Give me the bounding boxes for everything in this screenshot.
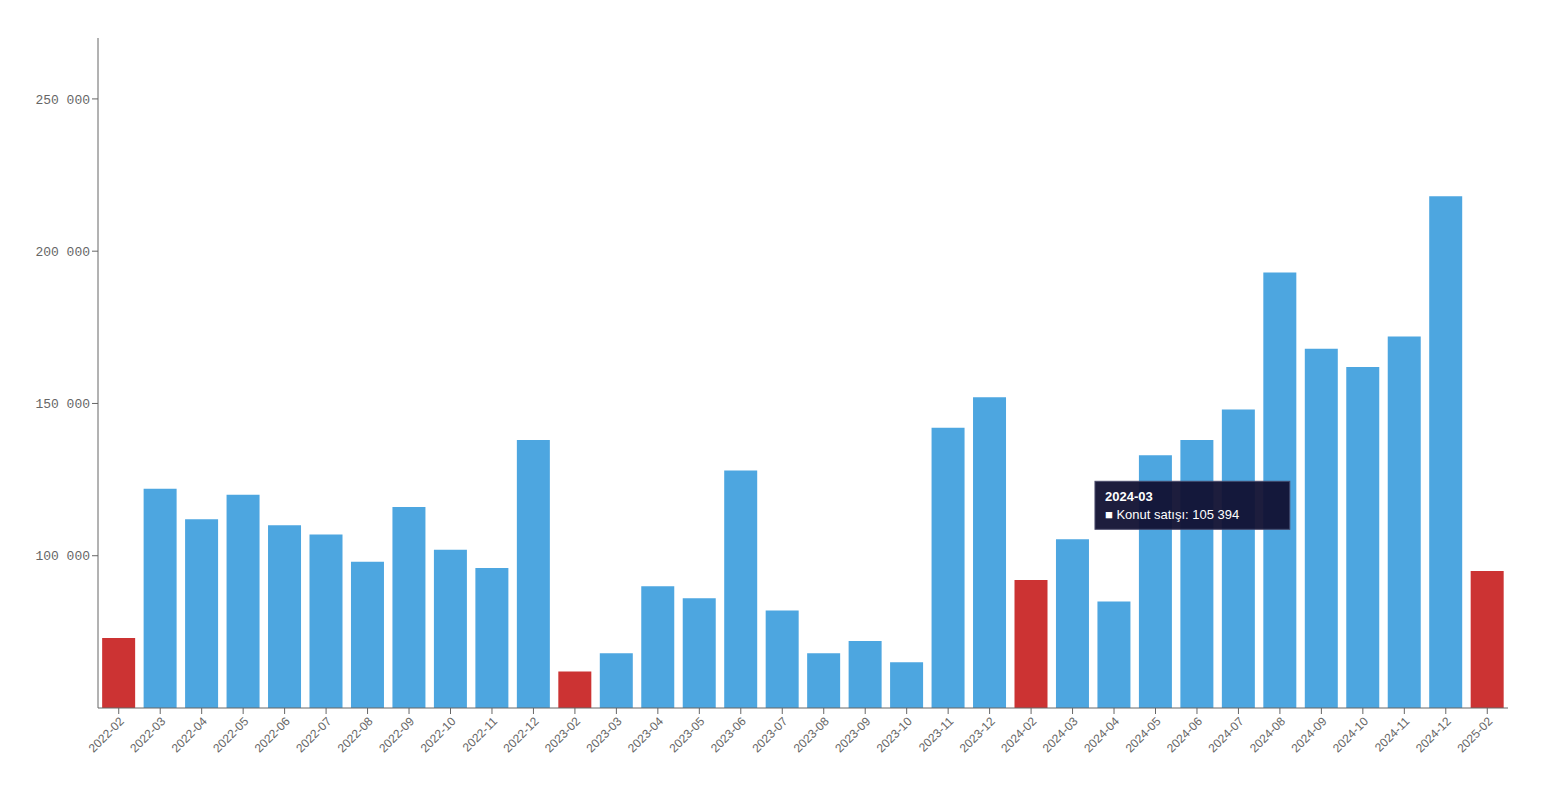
svg-text:2023-06: 2023-06	[708, 714, 749, 755]
svg-text:2022-10: 2022-10	[418, 714, 459, 755]
svg-text:2023-07: 2023-07	[749, 714, 790, 755]
svg-text:2025-02: 2025-02	[1454, 714, 1495, 755]
svg-text:2024-10: 2024-10	[1330, 714, 1371, 755]
svg-text:250 000: 250 000	[35, 93, 90, 108]
svg-text:150 000: 150 000	[35, 397, 90, 412]
svg-text:2024-11: 2024-11	[1372, 714, 1413, 755]
svg-text:2022-08: 2022-08	[335, 714, 376, 755]
svg-text:2022-06: 2022-06	[252, 714, 293, 755]
svg-text:2024-08: 2024-08	[1247, 714, 1288, 755]
svg-text:2024-07: 2024-07	[1206, 714, 1247, 755]
svg-text:2022-09: 2022-09	[376, 714, 417, 755]
svg-text:2023-02: 2023-02	[542, 714, 583, 755]
svg-text:2022-12: 2022-12	[501, 714, 542, 755]
svg-text:2022-04: 2022-04	[169, 714, 210, 755]
svg-text:2024-03: 2024-03	[1105, 489, 1153, 504]
svg-text:2024-04: 2024-04	[1081, 714, 1122, 755]
svg-text:2024-05: 2024-05	[1123, 714, 1164, 755]
svg-text:2022-11: 2022-11	[460, 714, 501, 755]
svg-text:2023-04: 2023-04	[625, 714, 666, 755]
svg-text:2023-09: 2023-09	[832, 714, 873, 755]
svg-text:2023-05: 2023-05	[666, 714, 707, 755]
svg-text:100 000: 100 000	[35, 549, 90, 564]
svg-text:200 000: 200 000	[35, 245, 90, 260]
svg-text:2022-07: 2022-07	[293, 714, 334, 755]
svg-text:2023-12: 2023-12	[957, 714, 998, 755]
svg-text:2023-10: 2023-10	[874, 714, 915, 755]
svg-text:2022-03: 2022-03	[127, 714, 168, 755]
svg-text:■ Konut satışı: 105 394: ■ Konut satışı: 105 394	[1105, 507, 1239, 522]
svg-text:2024-12: 2024-12	[1413, 714, 1454, 755]
svg-text:2024-03: 2024-03	[1040, 714, 1081, 755]
svg-text:2023-03: 2023-03	[583, 714, 624, 755]
svg-text:2022-05: 2022-05	[210, 714, 251, 755]
svg-text:2024-02: 2024-02	[998, 714, 1039, 755]
svg-text:2023-11: 2023-11	[916, 714, 957, 755]
svg-text:2024-06: 2024-06	[1164, 714, 1205, 755]
svg-text:2022-02: 2022-02	[86, 714, 127, 755]
svg-text:2024-09: 2024-09	[1288, 714, 1329, 755]
svg-text:2023-08: 2023-08	[791, 714, 832, 755]
